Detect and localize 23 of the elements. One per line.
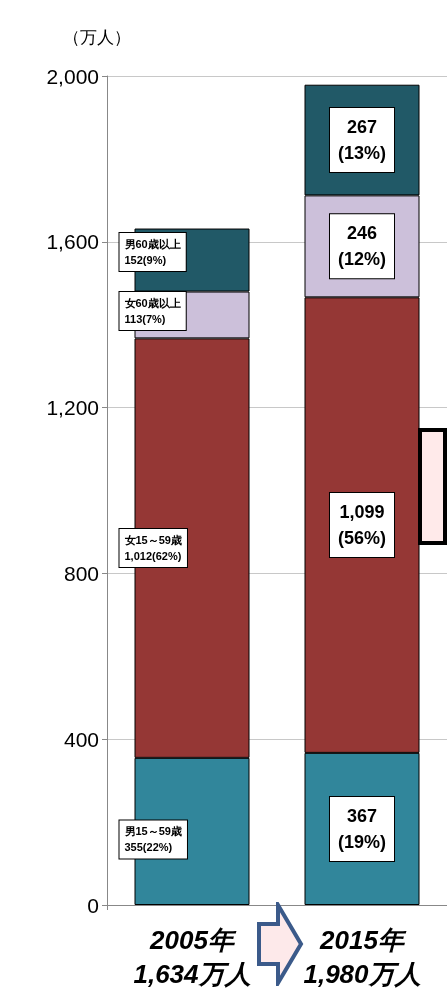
y-axis-title: （万人） [63, 28, 131, 47]
data-label: 1,099 (56%) [337, 502, 387, 549]
data-label: 367 (19%) [337, 805, 387, 852]
total-label: 1,634万人 [133, 959, 251, 989]
series-label: 男60歳以上 [123, 238, 181, 251]
x-tick-label: 2015年 [319, 925, 407, 955]
y-tick-label: 1,200 [46, 396, 99, 420]
data-label: 1,012(62%) [124, 550, 182, 563]
y-tick-label: 400 [63, 727, 99, 751]
y-tick-label: 2,000 [46, 64, 99, 88]
data-label: 355(22%) [124, 841, 173, 854]
data-label: 113(7%) [124, 312, 166, 325]
y-tick-label: 1,600 [46, 230, 99, 254]
y-tick-label: 0 [87, 893, 99, 917]
x-tick-label: 2005年 [149, 925, 237, 955]
series-label: 女15～59歳 [123, 534, 182, 547]
total-label: 1,980万人 [303, 959, 421, 989]
series-label: 女60歳以上 [123, 296, 181, 309]
data-label: 152(9%) [124, 254, 167, 267]
y-tick-label: 800 [63, 561, 99, 585]
data-label: 267 (13%) [337, 117, 387, 164]
series-label: 男15～59歳 [123, 825, 182, 838]
data-label: 246 (12%) [337, 223, 387, 270]
